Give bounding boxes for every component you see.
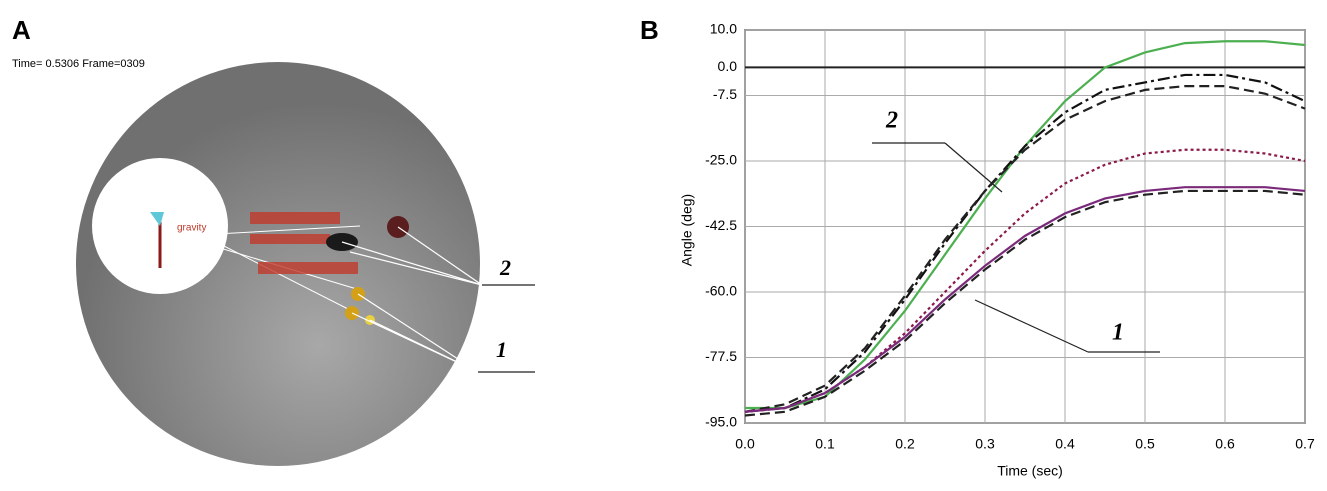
- y-axis-label: Angle (deg): [679, 194, 695, 266]
- plot: 0.0 0.1 0.2 0.3 0.4 0.5 0.6 0.7 10.0 0.0 -7.5 -25.0…: [705, 21, 1315, 452]
- series-line: [744, 189, 1306, 417]
- x-tick-label: 0.4: [1055, 436, 1075, 452]
- y-tick-label: -77.5: [705, 348, 737, 364]
- x-tick-label: 0.3: [975, 436, 995, 452]
- callout-label: 2: [499, 255, 511, 280]
- callouts: [872, 142, 1160, 353]
- y-tick-label: 0.0: [718, 58, 738, 74]
- panel-label: A: [12, 15, 31, 45]
- series-line: [744, 186, 1306, 413]
- x-tick-label: 0.0: [735, 436, 755, 452]
- status-text: Time= 0.5306 Frame=0309: [12, 58, 145, 70]
- series-line: [744, 85, 1306, 413]
- y-tick-label: 10.0: [710, 21, 737, 37]
- callout-line: [974, 299, 1089, 353]
- annotation: 1: [1112, 320, 1124, 346]
- series-line: [744, 73, 1306, 413]
- annotation: 2: [885, 108, 898, 134]
- x-tick-label: 0.2: [895, 436, 915, 452]
- leader-lines: [341, 226, 483, 373]
- callout-lines: [478, 284, 535, 373]
- y-tick-label: -42.5: [705, 217, 737, 233]
- y-tick-label: -60.0: [705, 283, 737, 299]
- panel-label: B: [640, 15, 659, 45]
- y-tick-label: -7.5: [713, 86, 737, 102]
- y-tick-label: -95.0: [705, 414, 737, 430]
- x-tick-label: 0.5: [1135, 436, 1155, 452]
- callout-label: 1: [496, 337, 507, 362]
- y-tick-label: -25.0: [705, 152, 737, 168]
- x-tick-label: 0.6: [1215, 436, 1235, 452]
- gravity-label: gravity: [177, 223, 206, 234]
- x-tick-label: 0.1: [815, 436, 835, 452]
- x-tick-label: 0.7: [1295, 436, 1315, 452]
- callout-line: [944, 142, 1003, 193]
- x-axis-label: Time (sec): [997, 463, 1063, 479]
